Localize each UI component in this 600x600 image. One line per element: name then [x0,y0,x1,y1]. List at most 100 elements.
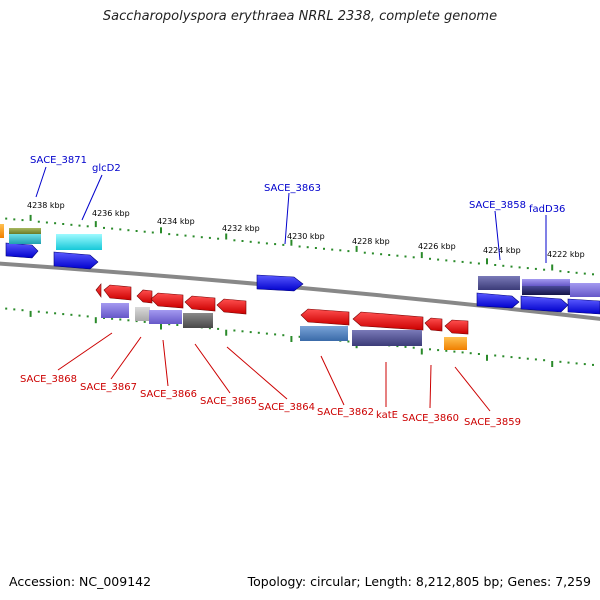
gene-label-fadd36[interactable]: fadD36 [529,204,565,215]
minor-tick [176,233,179,236]
minor-tick [445,259,448,262]
leader-line [494,210,501,261]
gene-label-sace-3867[interactable]: SACE_3867 [80,382,137,393]
minor-tick [184,234,187,237]
minor-tick [249,240,252,243]
gene-label-glcd2[interactable]: glcD2 [92,163,121,174]
kbp-label: 4224 kbp [483,246,521,255]
minor-tick [453,350,456,353]
minor-tick [534,267,537,270]
leader-line [429,364,432,409]
gene-label-sace-3862[interactable]: SACE_3862 [317,407,374,418]
gene-label-sace-3868[interactable]: SACE_3868 [20,374,77,385]
minor-tick [192,235,195,238]
gene-label-sace-3865[interactable]: SACE_3865 [200,396,257,407]
gene-label-sace-3858[interactable]: SACE_3858 [469,200,526,211]
minor-tick [445,349,448,352]
gene-arrow-reverse[interactable] [216,298,247,315]
minor-tick [45,221,48,224]
major-tick [160,323,162,330]
gene-arrow-reverse[interactable] [444,319,469,335]
minor-tick [176,324,179,326]
gene-label-sace-3863[interactable]: SACE_3863 [264,183,321,194]
minor-tick [404,255,407,258]
minor-tick [13,218,16,221]
minor-tick [429,257,431,260]
minor-tick [103,226,105,229]
gene-arrow-forward[interactable] [5,242,39,259]
major-tick [355,245,358,252]
forward-strand-features [5,242,600,315]
minor-tick [396,254,399,257]
minor-tick [575,271,578,274]
minor-tick [298,245,301,248]
major-tick [29,214,32,221]
major-tick [94,317,97,324]
minor-tick [461,351,464,354]
minor-tick [543,268,546,271]
minor-tick [45,311,48,314]
gene-label-sace-3866[interactable]: SACE_3866 [140,389,197,400]
kbp-label: 4230 kbp [287,232,325,241]
gene-arrow-forward[interactable] [256,274,304,292]
minor-tick [314,247,317,249]
gene-arrow-forward[interactable] [567,298,600,315]
minor-tick [339,249,342,252]
minor-tick [502,355,505,358]
gene-label-sace-3859[interactable]: SACE_3859 [464,417,521,428]
leader-line [81,174,103,221]
kbp-label: 4232 kbp [222,224,260,233]
major-tick [290,336,293,342]
kbp-label: 4222 kbp [547,250,585,259]
minor-tick [429,348,431,351]
category-box [9,228,41,234]
minor-tick [21,309,24,312]
minor-tick [257,241,260,244]
gene-arrow-reverse[interactable] [95,283,102,298]
minor-tick [127,319,130,322]
minor-tick [249,331,252,334]
minor-tick [583,363,586,366]
minor-tick [494,264,497,266]
minor-tick [282,243,285,246]
category-box [352,330,422,346]
category-boxes-lower [101,303,467,350]
minor-tick [437,349,440,352]
kbp-label: 4238 kbp [27,201,65,210]
minor-tick [70,223,73,226]
gene-arrow-reverse[interactable] [136,289,153,304]
minor-tick [477,262,480,265]
kbp-label: 4228 kbp [352,237,390,246]
minor-tick [168,233,171,236]
category-box [9,234,41,244]
minor-tick [233,239,236,242]
category-box [522,279,570,286]
leader-line [35,166,47,198]
gene-arrow-forward[interactable] [53,251,99,270]
gene-label-sace-3864[interactable]: SACE_3864 [258,402,315,413]
minor-tick [208,236,211,239]
minor-tick [127,229,130,232]
leader-line [284,192,290,245]
minor-tick [583,272,586,275]
gene-label-sace-3871[interactable]: SACE_3871 [30,155,87,166]
category-box [522,286,570,295]
gene-arrow-reverse[interactable] [103,284,132,301]
gene-arrow-forward[interactable] [476,292,520,309]
minor-tick [526,267,529,270]
gene-arrow-reverse[interactable] [150,292,184,309]
minor-tick [143,230,146,233]
gene-arrow-reverse[interactable] [424,317,443,332]
minor-tick [274,333,277,336]
gene-arrow-forward[interactable] [520,295,569,313]
minor-tick [78,224,81,227]
minor-tick [21,219,24,222]
gene-label-kate[interactable]: katE [376,410,398,421]
gene-arrow-reverse[interactable] [300,308,350,326]
major-tick [551,361,554,367]
gene-arrow-reverse[interactable] [184,295,216,312]
gene-label-sace-3860[interactable]: SACE_3860 [402,413,459,424]
minor-tick [5,307,8,310]
minor-tick [111,227,114,230]
gene-arrow-reverse[interactable] [352,311,424,331]
